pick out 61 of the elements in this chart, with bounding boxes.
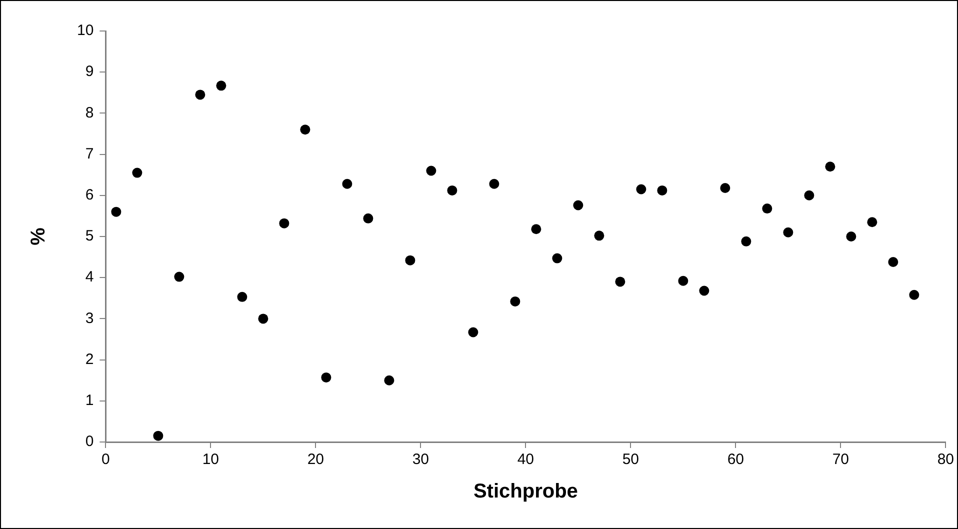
point [867,217,878,228]
y-tick-label: 1 [85,392,94,410]
point [132,168,142,178]
y-tick-label: 6 [85,186,94,204]
x-tick-label: 70 [832,451,850,468]
point [195,90,206,100]
point [531,224,542,234]
point [615,276,626,287]
y-tick-label: 4 [85,268,94,286]
x-tick-label: 60 [727,451,744,468]
point [321,372,332,382]
point [846,232,856,242]
x-tick-label: 50 [622,451,640,468]
point [741,236,752,246]
point [237,292,248,302]
y-tick-label: 9 [85,63,94,80]
point [405,255,416,266]
point [825,162,836,172]
point [552,253,562,264]
point [300,124,310,135]
y-tick-label: 10 [76,22,94,40]
y-axis-title: % [28,227,50,246]
point [804,190,814,200]
point [510,296,520,306]
point [258,314,268,324]
point [468,327,478,338]
point [909,290,920,300]
y-tick-label: 7 [85,145,94,162]
y-tick-label: 2 [85,350,94,368]
point [384,375,394,386]
point [888,256,898,267]
x-axis-title: Stichprobe [473,480,578,503]
x-tick-label: 80 [937,451,954,468]
point [342,178,352,189]
point [426,166,436,176]
point [363,213,374,224]
y-tick-label: 5 [85,228,94,245]
point [699,286,710,296]
point [279,218,290,228]
point [636,184,646,194]
point [447,185,458,196]
point [216,80,226,91]
point [594,230,604,241]
point [111,206,122,217]
point [762,204,772,214]
point [573,200,584,210]
y-tick-label: 3 [85,310,94,327]
point [153,430,164,441]
point [783,227,794,238]
y-tick-label: 8 [85,104,94,122]
point [657,185,668,196]
point [720,183,730,193]
point [489,178,500,189]
point [174,272,184,282]
x-tick-label: 0 [102,451,110,468]
x-tick-label: 20 [307,451,324,468]
point [678,276,688,286]
y-tick-label: 0 [85,433,94,450]
x-tick-label: 30 [412,451,430,468]
x-tick-label: 40 [517,451,534,468]
x-tick-label: 10 [202,451,220,468]
